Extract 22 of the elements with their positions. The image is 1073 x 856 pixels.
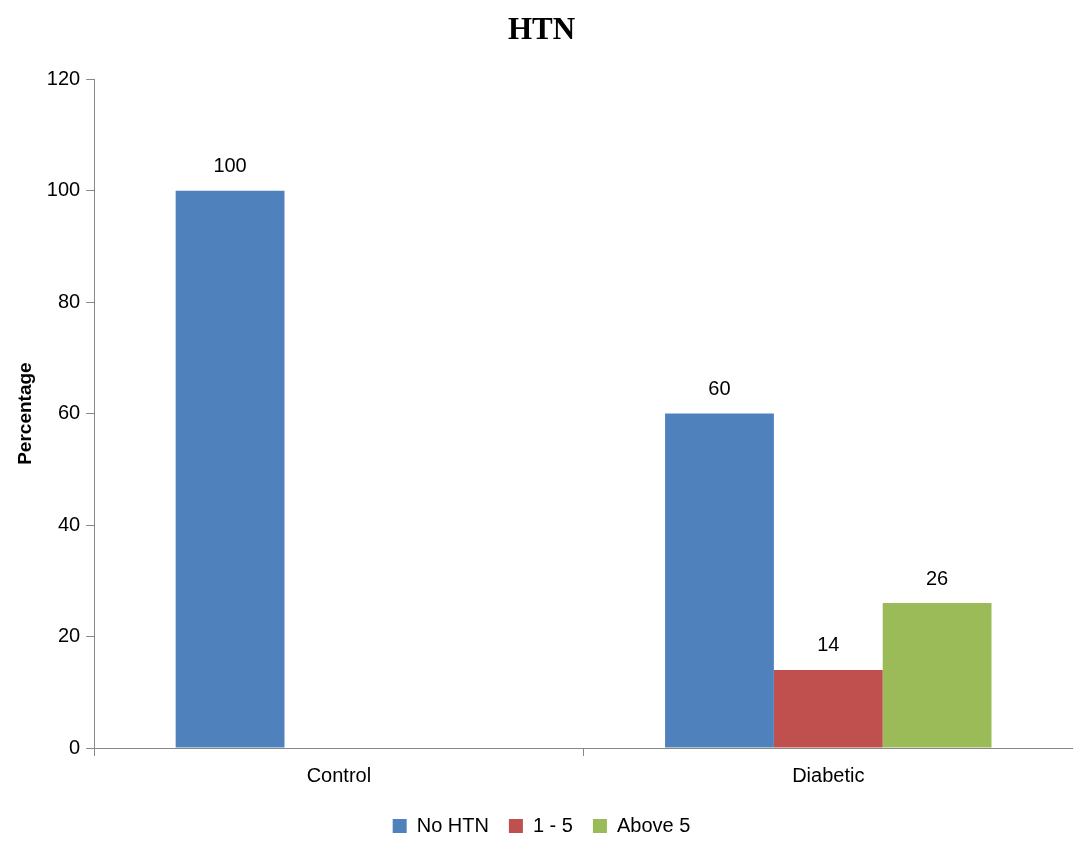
y-tick-label: 20 <box>57 624 81 647</box>
data-label: 60 <box>708 377 731 400</box>
data-label: 26 <box>925 566 949 589</box>
y-tick-label: 0 <box>69 735 81 758</box>
bar <box>665 413 774 748</box>
legend-label: No HTN <box>416 813 489 836</box>
bar <box>882 603 992 748</box>
x-tick-label: Diabetic <box>792 763 865 786</box>
chart-title: HTN <box>507 10 576 46</box>
legend-label: 1 - 5 <box>532 813 573 836</box>
y-tick-label: 60 <box>57 401 81 424</box>
y-tick-label: 40 <box>57 512 81 535</box>
bar <box>773 669 883 748</box>
bar <box>175 190 285 748</box>
y-tick-label: 80 <box>57 289 81 312</box>
y-axis-title: Percentage <box>13 362 35 465</box>
y-tick-label: 120 <box>46 66 81 89</box>
x-tick-label: Control <box>306 763 372 786</box>
data-label: 14 <box>817 633 840 656</box>
data-label: 100 <box>213 154 247 177</box>
legend-label: Above 5 <box>616 813 691 836</box>
y-tick-label: 100 <box>46 178 81 201</box>
